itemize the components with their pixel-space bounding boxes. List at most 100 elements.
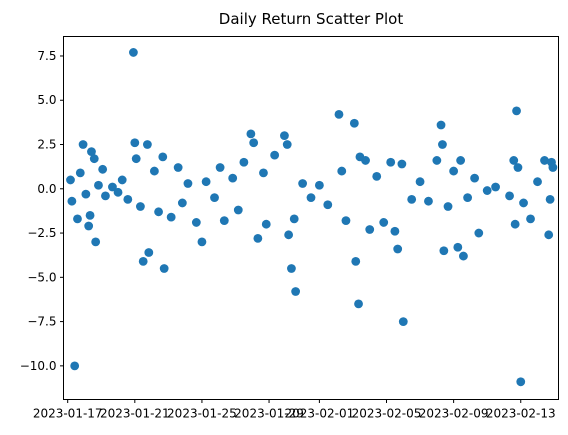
data-point <box>443 202 453 211</box>
data-point <box>482 186 492 195</box>
data-point <box>219 216 229 226</box>
data-point <box>548 163 558 172</box>
data-point <box>398 317 408 326</box>
data-point <box>158 152 168 162</box>
data-point <box>136 202 145 211</box>
data-point <box>509 156 519 165</box>
data-point <box>78 140 88 149</box>
data-point <box>142 140 152 149</box>
data-point <box>131 154 141 164</box>
data-point <box>85 210 95 220</box>
y-tick-label: −5.0 <box>27 270 56 284</box>
data-point <box>372 171 382 181</box>
data-point <box>365 225 375 234</box>
data-point <box>456 156 466 165</box>
data-point <box>130 138 140 148</box>
data-point <box>415 177 425 187</box>
data-point <box>84 221 94 231</box>
data-point <box>407 195 417 204</box>
data-point <box>253 233 263 243</box>
data-point <box>470 173 480 183</box>
data-point <box>123 195 133 204</box>
data-point <box>154 207 163 217</box>
data-point <box>386 157 396 167</box>
data-point <box>449 166 459 176</box>
data-point <box>89 154 99 164</box>
data-point <box>113 187 123 197</box>
y-tick-label: −7.5 <box>27 315 56 329</box>
data-point <box>215 163 225 172</box>
data-point <box>436 120 446 130</box>
data-point <box>282 140 292 149</box>
x-tick-label: 2023-01-25 <box>167 407 237 421</box>
x-axis: 2023-01-172023-01-212023-01-252023-01-29… <box>33 399 556 421</box>
data-point <box>173 163 183 172</box>
data-point <box>75 168 85 178</box>
data-point <box>439 246 449 256</box>
data-point <box>545 195 555 204</box>
data-point <box>239 157 249 167</box>
data-point <box>526 214 535 224</box>
data-point <box>540 156 549 165</box>
y-tick-label: 5.0 <box>37 93 56 107</box>
data-point <box>474 228 484 238</box>
data-point <box>337 166 347 176</box>
data-point <box>249 138 259 148</box>
data-point <box>138 256 148 266</box>
data-point <box>284 230 294 240</box>
data-point <box>70 361 80 371</box>
data-point <box>261 219 271 229</box>
data-point <box>117 175 127 185</box>
data-point <box>246 129 256 139</box>
data-point <box>233 205 243 215</box>
data-point <box>519 198 528 208</box>
data-point <box>323 200 333 210</box>
data-point <box>351 256 361 266</box>
plot-frame <box>63 36 559 400</box>
data-point <box>67 196 77 206</box>
data-point <box>314 180 324 190</box>
data-point <box>108 182 117 192</box>
data-point <box>289 214 299 224</box>
data-point <box>91 237 101 247</box>
data-point <box>298 179 308 188</box>
data-point <box>354 299 363 309</box>
data-point <box>390 226 400 236</box>
x-tick-label: 2023-02-13 <box>486 407 556 421</box>
data-point <box>459 251 468 261</box>
data-point <box>94 180 103 190</box>
data-point <box>505 191 514 201</box>
data-point <box>291 287 301 296</box>
chart-title: Daily Return Scatter Plot <box>219 10 404 28</box>
data-point <box>306 193 316 203</box>
data-point <box>87 147 96 156</box>
x-tick-label: 2023-01-21 <box>100 407 170 421</box>
data-point <box>424 196 433 206</box>
data-point <box>228 173 238 183</box>
data-point <box>397 159 407 169</box>
data-point <box>183 179 193 188</box>
x-tick-label: 2023-02-05 <box>352 407 422 421</box>
data-point <box>191 218 201 227</box>
data-point <box>287 264 296 273</box>
y-tick-label: −2.5 <box>27 226 56 240</box>
data-point <box>513 163 523 172</box>
data-point <box>544 230 554 240</box>
y-tick-label: −10.0 <box>20 359 57 373</box>
y-tick-label: 7.5 <box>37 49 56 63</box>
data-point <box>334 110 344 119</box>
data-point <box>341 216 351 226</box>
data-point <box>166 212 176 222</box>
data-point <box>512 106 521 116</box>
data-point <box>361 156 370 165</box>
data-point <box>259 168 268 178</box>
data-point <box>453 242 463 252</box>
data-point <box>210 193 219 203</box>
data-point <box>81 189 91 199</box>
data-point <box>516 377 526 387</box>
data-point <box>149 166 159 176</box>
data-point <box>349 118 359 128</box>
data-point <box>438 140 447 149</box>
y-tick-label: 2.5 <box>37 138 56 152</box>
